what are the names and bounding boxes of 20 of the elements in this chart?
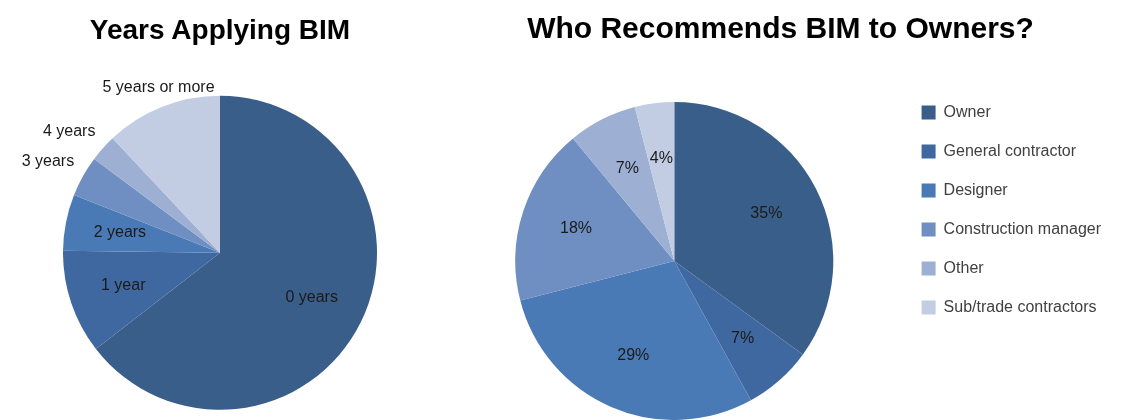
data-label: 4% bbox=[649, 148, 673, 166]
data-label: 18% bbox=[559, 219, 593, 237]
legend-label: Sub/trade contractors bbox=[943, 297, 1097, 315]
data-label: 29% bbox=[617, 346, 650, 364]
legend-label: Designer bbox=[943, 180, 1009, 198]
legend-label: Owner bbox=[943, 102, 992, 120]
data-label: 7% bbox=[731, 328, 755, 346]
legend-label: Other bbox=[943, 258, 985, 276]
legend-label: General contractor bbox=[943, 141, 1077, 159]
chart-title: Years Applying BIM bbox=[89, 13, 351, 45]
legend-label: Construction manager bbox=[943, 219, 1102, 237]
chart-title: Who Recommends BIM to Owners? bbox=[527, 11, 1034, 45]
data-label: 35% bbox=[750, 204, 783, 222]
slice-label: 0 years bbox=[285, 288, 338, 306]
slice-label: 4 years bbox=[42, 121, 96, 139]
slice-label: 3 years bbox=[21, 151, 75, 169]
slice-label: 5 years or more bbox=[102, 77, 215, 95]
slice-label: 1 year bbox=[101, 275, 147, 293]
data-label: 7% bbox=[615, 159, 639, 177]
slice-label: 2 years bbox=[93, 223, 147, 241]
